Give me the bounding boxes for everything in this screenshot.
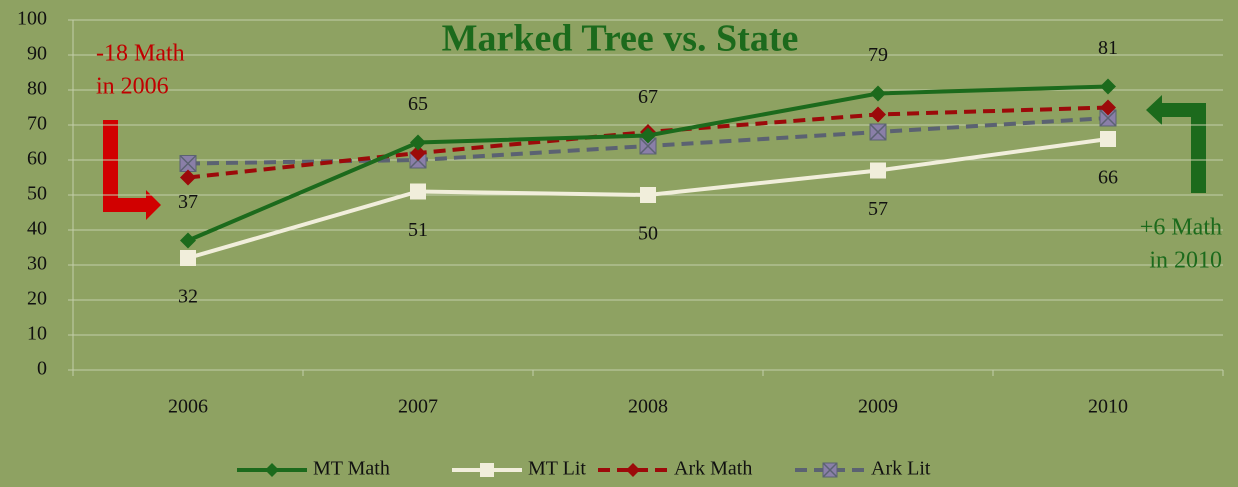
y-tick-label: 90 [27, 43, 47, 65]
marker-x [639, 137, 657, 155]
marker-box [640, 187, 656, 203]
marker-box [870, 162, 886, 179]
data-label: 65 [408, 93, 428, 115]
marker-box [410, 183, 426, 200]
y-tick-label: 10 [27, 323, 47, 345]
marker-x [179, 154, 197, 173]
marker [1100, 78, 1116, 95]
legend-marker [822, 462, 838, 478]
marker [1100, 131, 1116, 147]
y-tick-label: 70 [27, 113, 47, 135]
marker [180, 250, 196, 266]
marker-x [822, 462, 838, 478]
marker-x [869, 123, 887, 141]
marker-box [1100, 131, 1116, 147]
y-tick-label: 60 [27, 148, 47, 170]
marker [870, 106, 886, 123]
legend-marker [626, 463, 640, 477]
marker [180, 232, 196, 249]
x-tick-label: 2009 [858, 396, 898, 418]
annotation: -18 Math [96, 41, 185, 67]
marker-x [1099, 109, 1117, 127]
marker [640, 127, 656, 144]
marker [180, 169, 196, 186]
marker [1099, 109, 1117, 127]
legend-label: Ark Lit [871, 458, 931, 480]
marker [869, 123, 887, 141]
y-tick-label: 0 [37, 358, 47, 380]
y-tick-label: 30 [27, 253, 47, 275]
data-label: 37 [178, 191, 198, 213]
x-tick-label: 2008 [628, 396, 668, 418]
data-label: 32 [178, 286, 198, 308]
annotation: in 2010 [1149, 248, 1222, 274]
legend-label: Ark Math [674, 458, 752, 480]
marker [179, 154, 197, 173]
y-tick-label: 40 [27, 218, 47, 240]
y-tick-label: 20 [27, 288, 47, 310]
data-label: 81 [1098, 37, 1118, 59]
marker [410, 183, 426, 200]
y-tick-label: 100 [17, 8, 47, 30]
data-label: 67 [638, 86, 658, 108]
data-label: 57 [868, 198, 888, 220]
data-label: 50 [638, 223, 658, 245]
x-tick-label: 2006 [168, 396, 208, 418]
green-arrow [1146, 95, 1206, 193]
marker [1100, 99, 1116, 116]
data-label: 51 [408, 219, 428, 241]
marker [870, 85, 886, 102]
y-tick-label: 50 [27, 183, 47, 205]
legend-marker [480, 463, 494, 477]
marker-box [180, 250, 196, 266]
legend-label: MT Lit [528, 458, 586, 480]
y-tick-label: 80 [27, 78, 47, 100]
marker [410, 145, 426, 161]
marker-box [480, 463, 494, 477]
chart-title: Marked Tree vs. State [442, 18, 799, 60]
legend-label: MT Math [313, 458, 390, 480]
marker [410, 134, 426, 151]
x-tick-label: 2010 [1088, 396, 1128, 418]
annotation: +6 Math [1140, 215, 1222, 241]
marker [640, 187, 656, 203]
annotation: in 2006 [96, 74, 169, 100]
legend-marker [265, 463, 279, 477]
data-label: 66 [1098, 167, 1118, 189]
data-label: 79 [868, 44, 888, 66]
marker [870, 162, 886, 179]
x-tick-label: 2007 [398, 396, 438, 418]
